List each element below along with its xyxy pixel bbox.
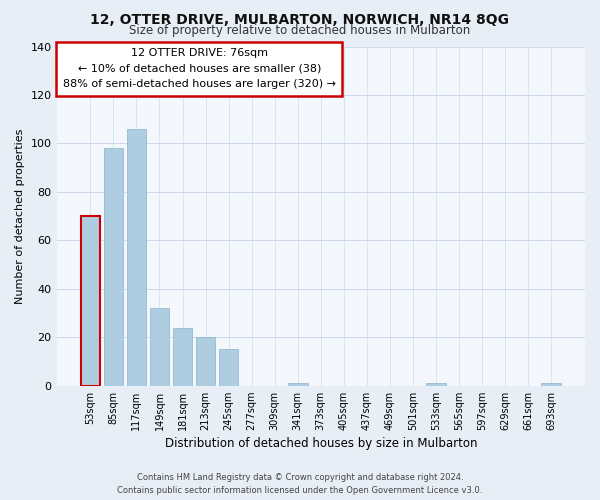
Text: 12, OTTER DRIVE, MULBARTON, NORWICH, NR14 8QG: 12, OTTER DRIVE, MULBARTON, NORWICH, NR1…	[91, 12, 509, 26]
Text: Size of property relative to detached houses in Mulbarton: Size of property relative to detached ho…	[130, 24, 470, 37]
Bar	[426, 384, 446, 386]
Bar	[173, 328, 193, 386]
Text: 12 OTTER DRIVE: 76sqm
← 10% of detached houses are smaller (38)
88% of semi-deta: 12 OTTER DRIVE: 76sqm ← 10% of detached …	[63, 48, 336, 90]
Bar	[80, 216, 100, 386]
Bar	[541, 384, 561, 386]
Bar	[288, 384, 308, 386]
Bar	[104, 148, 123, 386]
Bar	[127, 129, 146, 386]
Bar	[219, 350, 238, 386]
Bar	[196, 337, 215, 386]
Bar	[149, 308, 169, 386]
Y-axis label: Number of detached properties: Number of detached properties	[15, 128, 25, 304]
X-axis label: Distribution of detached houses by size in Mulbarton: Distribution of detached houses by size …	[164, 437, 477, 450]
Text: Contains HM Land Registry data © Crown copyright and database right 2024.
Contai: Contains HM Land Registry data © Crown c…	[118, 474, 482, 495]
